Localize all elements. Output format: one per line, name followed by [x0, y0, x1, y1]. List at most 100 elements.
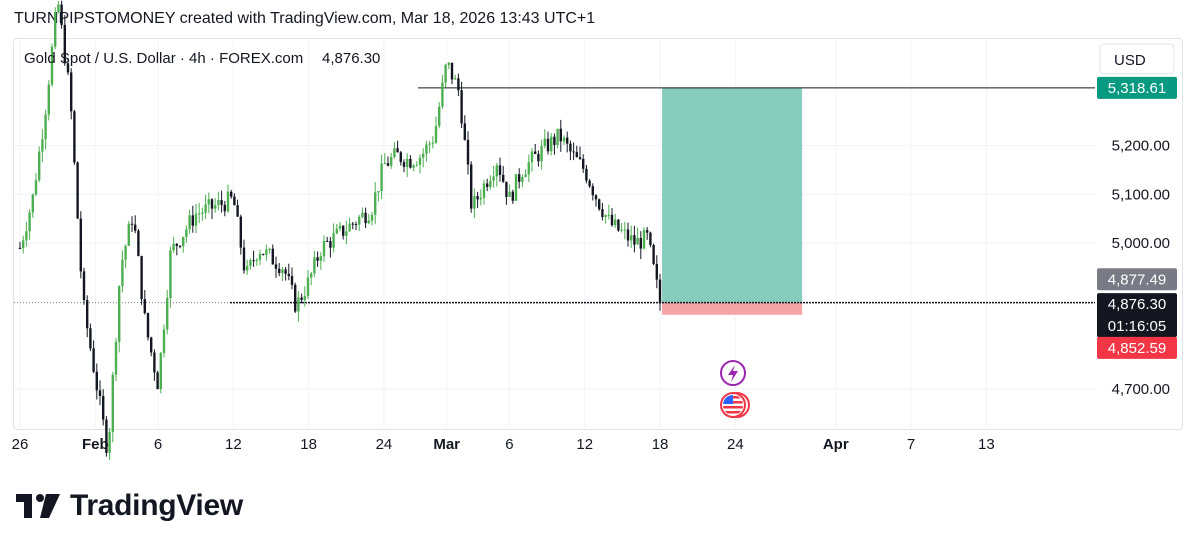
candle	[578, 146, 582, 161]
candle	[89, 323, 92, 352]
candle	[540, 139, 543, 170]
tradingview-logo: TradingView	[16, 489, 243, 523]
candle	[415, 161, 418, 167]
candle	[310, 271, 313, 286]
us-flag-event-icon[interactable]	[720, 392, 750, 418]
candle	[617, 218, 620, 232]
candle	[454, 74, 457, 80]
tradingview-logo-text: TradingView	[70, 489, 243, 522]
target-price-badge-label: 5,318.61	[1108, 80, 1166, 97]
candle	[556, 128, 559, 149]
time-tick-label: 12	[225, 436, 242, 453]
loss-zone	[662, 302, 803, 315]
candle	[524, 169, 527, 178]
price-levels	[14, 87, 1095, 304]
candle	[98, 380, 102, 406]
chart-attribution: TURNPIPSTOMONEY created with TradingView…	[14, 10, 596, 27]
time-tick-label: Mar	[433, 436, 460, 453]
candle	[329, 237, 332, 258]
candle	[444, 63, 447, 88]
candle	[92, 340, 95, 374]
candle	[140, 255, 143, 305]
candle	[636, 227, 639, 245]
candle	[431, 136, 434, 149]
candle	[44, 109, 47, 150]
candle	[79, 211, 82, 279]
time-tick-label: 12	[576, 436, 593, 453]
price-tick-label: 5,000.00	[1112, 235, 1170, 252]
candle	[610, 208, 614, 227]
candle	[38, 146, 41, 183]
candle	[188, 209, 191, 234]
candle	[303, 286, 306, 307]
candle	[86, 295, 89, 338]
candle	[210, 198, 214, 220]
candle	[374, 182, 377, 225]
candle	[102, 389, 105, 426]
candle	[367, 213, 370, 225]
candle	[60, 0, 63, 29]
candle	[316, 251, 319, 267]
candle	[566, 131, 569, 153]
candle	[470, 161, 473, 213]
time-tick-label: 18	[300, 436, 317, 453]
candle	[150, 336, 153, 357]
candle	[271, 244, 274, 265]
candle	[530, 148, 534, 172]
candle	[569, 140, 572, 161]
chart-legend-symbol[interactable]: Gold Spot / U.S. Dollar · 4h · FOREX.com	[24, 50, 303, 67]
candle	[66, 58, 70, 75]
candle	[348, 217, 351, 232]
candle	[623, 221, 626, 240]
candle	[412, 163, 415, 172]
candle	[652, 243, 655, 266]
candle	[534, 144, 537, 155]
candle	[466, 131, 470, 175]
candle	[223, 200, 226, 217]
candle	[434, 116, 438, 144]
candle	[111, 371, 114, 443]
candle	[345, 220, 348, 245]
candle	[476, 191, 479, 208]
time-tick-label: 24	[727, 436, 744, 453]
candle	[559, 119, 562, 152]
lightning-event-icon[interactable]	[720, 360, 746, 386]
candle	[121, 250, 124, 293]
candle	[95, 363, 98, 400]
candle	[22, 235, 25, 254]
currency-button[interactable]: USD	[1099, 43, 1175, 75]
candle	[588, 178, 591, 188]
candle	[41, 129, 44, 162]
candle	[521, 174, 524, 187]
grid-lines	[14, 40, 1095, 428]
candle	[313, 250, 316, 277]
candle	[82, 267, 86, 305]
candle	[486, 178, 489, 192]
candle	[146, 312, 150, 341]
candle	[214, 198, 217, 213]
time-tick-label: 13	[978, 436, 995, 453]
candle	[118, 285, 121, 353]
candle	[342, 225, 345, 240]
candle	[658, 273, 662, 311]
candle	[537, 150, 540, 167]
candle	[514, 174, 518, 202]
candle	[550, 133, 553, 156]
candle	[252, 250, 255, 267]
candle	[143, 290, 146, 315]
candle	[255, 258, 258, 266]
candle	[572, 142, 575, 161]
candle	[28, 209, 31, 240]
candle	[495, 162, 498, 187]
tradingview-logo-icon	[16, 492, 60, 520]
candle	[201, 207, 204, 221]
time-tick-label: 26	[12, 436, 29, 453]
candle	[457, 73, 460, 97]
profit-zone	[662, 87, 803, 303]
candle	[175, 243, 178, 256]
candle	[166, 289, 169, 335]
candle	[338, 222, 342, 232]
candle	[162, 324, 166, 358]
candle	[239, 214, 242, 255]
